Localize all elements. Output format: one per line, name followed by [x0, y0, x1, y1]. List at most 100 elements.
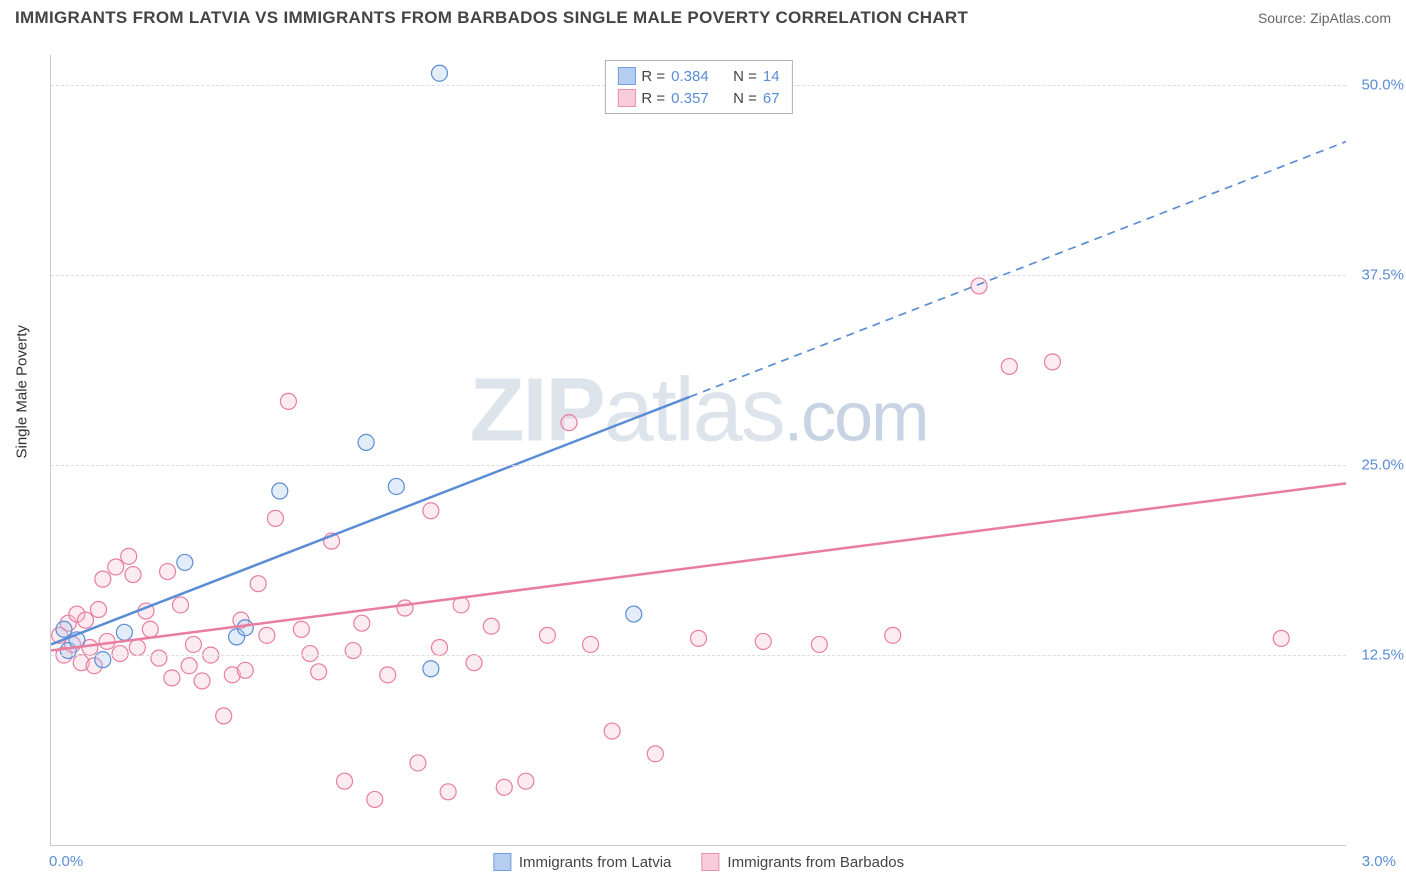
y-tick-label: 12.5%	[1361, 647, 1404, 664]
data-point-barbados	[397, 600, 413, 616]
series-label-latvia: Immigrants from Latvia	[519, 854, 672, 871]
data-point-barbados	[367, 791, 383, 807]
data-point-barbados	[129, 640, 145, 656]
legend-swatch-latvia	[493, 853, 511, 871]
data-point-barbados	[432, 640, 448, 656]
data-point-barbados	[518, 773, 534, 789]
data-point-latvia	[116, 624, 132, 640]
data-point-barbados	[345, 643, 361, 659]
trend-line-barbados	[51, 483, 1346, 650]
n-value-barbados: 67	[763, 90, 780, 107]
data-point-barbados	[160, 564, 176, 580]
data-point-barbados	[164, 670, 180, 686]
r-prefix: R =	[641, 90, 665, 107]
data-point-barbados	[971, 278, 987, 294]
trend-line-latvia	[51, 397, 690, 645]
n-value-latvia: 14	[763, 68, 780, 85]
data-point-barbados	[811, 636, 827, 652]
n-prefix: N =	[733, 68, 757, 85]
data-point-barbados	[90, 602, 106, 618]
data-point-barbados	[440, 784, 456, 800]
data-point-barbados	[259, 627, 275, 643]
data-point-barbados	[1001, 358, 1017, 374]
data-point-barbados	[691, 630, 707, 646]
x-tick-label: 3.0%	[1362, 853, 1396, 870]
gridline	[51, 275, 1346, 276]
correlation-legend: R = 0.384 N = 14 R = 0.357 N = 67	[604, 60, 792, 114]
data-point-latvia	[177, 554, 193, 570]
source-label: Source: ZipAtlas.com	[1258, 10, 1391, 26]
data-point-latvia	[95, 652, 111, 668]
data-point-barbados	[354, 615, 370, 631]
data-point-barbados	[1044, 354, 1060, 370]
legend-swatch-latvia	[617, 67, 635, 85]
data-point-barbados	[302, 646, 318, 662]
data-point-latvia	[56, 621, 72, 637]
data-point-barbados	[885, 627, 901, 643]
n-prefix: N =	[733, 90, 757, 107]
y-tick-label: 25.0%	[1361, 457, 1404, 474]
data-point-barbados	[78, 612, 94, 628]
data-point-barbados	[237, 662, 253, 678]
data-point-latvia	[237, 620, 253, 636]
data-point-barbados	[216, 708, 232, 724]
data-point-barbados	[483, 618, 499, 634]
correlation-legend-row-barbados: R = 0.357 N = 67	[617, 87, 779, 109]
data-point-barbados	[755, 633, 771, 649]
data-point-barbados	[539, 627, 555, 643]
data-point-barbados	[561, 415, 577, 431]
y-axis-title: Single Male Poverty	[14, 325, 31, 458]
correlation-legend-row-latvia: R = 0.384 N = 14	[617, 65, 779, 87]
y-tick-label: 50.0%	[1361, 77, 1404, 94]
data-point-barbados	[647, 746, 663, 762]
legend-swatch-barbados	[617, 89, 635, 107]
data-point-barbados	[125, 567, 141, 583]
data-point-barbados	[380, 667, 396, 683]
data-point-barbados	[1273, 630, 1289, 646]
data-point-barbados	[311, 664, 327, 680]
data-point-barbados	[267, 510, 283, 526]
data-point-latvia	[388, 478, 404, 494]
title-bar: IMMIGRANTS FROM LATVIA VS IMMIGRANTS FRO…	[0, 0, 1406, 32]
series-legend-barbados: Immigrants from Barbados	[701, 853, 904, 871]
data-point-barbados	[108, 559, 124, 575]
data-point-barbados	[185, 636, 201, 652]
data-point-latvia	[358, 434, 374, 450]
data-point-barbados	[583, 636, 599, 652]
data-point-barbados	[112, 646, 128, 662]
data-point-latvia	[432, 65, 448, 81]
series-legend-latvia: Immigrants from Latvia	[493, 853, 672, 871]
series-label-barbados: Immigrants from Barbados	[727, 854, 904, 871]
data-point-barbados	[194, 673, 210, 689]
data-point-barbados	[250, 576, 266, 592]
r-value-barbados: 0.357	[671, 90, 727, 107]
data-point-barbados	[95, 571, 111, 587]
data-point-barbados	[181, 658, 197, 674]
data-point-barbados	[293, 621, 309, 637]
data-point-latvia	[272, 483, 288, 499]
data-point-barbados	[423, 503, 439, 519]
scatter-svg	[51, 55, 1346, 845]
chart-title: IMMIGRANTS FROM LATVIA VS IMMIGRANTS FRO…	[15, 8, 968, 28]
data-point-latvia	[423, 661, 439, 677]
r-value-latvia: 0.384	[671, 68, 727, 85]
gridline	[51, 465, 1346, 466]
trend-line-dashed-latvia	[690, 142, 1346, 397]
data-point-barbados	[173, 597, 189, 613]
data-point-barbados	[604, 723, 620, 739]
data-point-barbados	[410, 755, 426, 771]
data-point-barbados	[466, 655, 482, 671]
data-point-barbados	[496, 779, 512, 795]
legend-swatch-barbados	[701, 853, 719, 871]
data-point-barbados	[337, 773, 353, 789]
data-point-barbados	[151, 650, 167, 666]
data-point-barbados	[142, 621, 158, 637]
data-point-latvia	[626, 606, 642, 622]
data-point-barbados	[280, 393, 296, 409]
chart-plot-area: ZIPatlas.com R = 0.384 N = 14 R = 0.357 …	[50, 55, 1346, 846]
r-prefix: R =	[641, 68, 665, 85]
y-tick-label: 37.5%	[1361, 267, 1404, 284]
series-legend: Immigrants from Latvia Immigrants from B…	[493, 853, 904, 871]
data-point-barbados	[121, 548, 137, 564]
x-tick-label: 0.0%	[49, 853, 83, 870]
